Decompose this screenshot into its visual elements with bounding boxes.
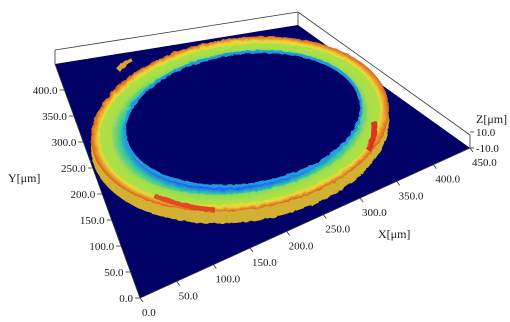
x-tick-1-mark bbox=[176, 281, 180, 286]
ring-peak-right bbox=[365, 121, 378, 152]
ring-surface bbox=[90, 36, 390, 224]
ring-mid-band bbox=[99, 43, 381, 205]
x-tick-9-label: 450.0 bbox=[472, 157, 497, 169]
x-tick-5-mark bbox=[323, 214, 327, 219]
x-tick-4-label: 200.0 bbox=[289, 240, 314, 252]
ring-hole bbox=[125, 52, 361, 186]
y-tick-8-label: 400.0 bbox=[33, 85, 58, 97]
x-tick-0-mark bbox=[139, 297, 144, 303]
x-tick-8-label: 400.0 bbox=[435, 174, 460, 186]
x-tick-4-mark bbox=[286, 231, 290, 236]
x-axis-line bbox=[139, 147, 471, 299]
y-axis-line bbox=[54, 63, 141, 299]
box-edge-back-left bbox=[54, 11, 299, 51]
ring-peak-front bbox=[154, 193, 216, 213]
axes bbox=[54, 63, 471, 299]
y-tick-2-label: 100.0 bbox=[89, 241, 114, 253]
x-tick-0-label: 0.0 bbox=[142, 307, 156, 319]
x-tick-1-label: 50.0 bbox=[179, 290, 199, 302]
y-tick-0-label: 0.0 bbox=[119, 293, 133, 305]
z-tick-0-label: 10.0 bbox=[476, 127, 496, 139]
plot-box bbox=[54, 11, 471, 148]
z-tick-1-label: -10.0 bbox=[476, 143, 499, 155]
x-tick-8-mark bbox=[433, 164, 437, 169]
x-tick-7-label: 350.0 bbox=[399, 190, 424, 202]
x-tick-6-label: 300.0 bbox=[362, 207, 387, 219]
x-tick-3-mark bbox=[249, 247, 254, 253]
y-tick-6-label: 300.0 bbox=[52, 137, 77, 149]
x-tick-6-mark bbox=[359, 197, 364, 203]
x-tick-3-label: 150.0 bbox=[252, 257, 277, 269]
y-tick-5-label: 250.0 bbox=[61, 163, 86, 175]
z-axis-title: Z[μm] bbox=[476, 112, 507, 126]
x-tick-7-mark bbox=[396, 181, 400, 186]
x-tick-9-mark bbox=[469, 147, 474, 153]
x-tick-5-label: 250.0 bbox=[325, 224, 350, 236]
y-tick-1-label: 50.0 bbox=[104, 267, 124, 279]
x-tick-2-mark bbox=[213, 264, 217, 269]
y-tick-4-label: 200.0 bbox=[70, 189, 95, 201]
ring-peak-back bbox=[116, 58, 133, 72]
x-axis-title: X[μm] bbox=[378, 227, 410, 241]
y-axis-title: Y[μm] bbox=[8, 171, 40, 185]
box-edge-back-right bbox=[297, 11, 471, 136]
ring-inner-edge bbox=[123, 50, 363, 188]
y-tick-3-label: 150.0 bbox=[80, 215, 105, 227]
y-tick-7-label: 350.0 bbox=[42, 111, 67, 123]
x-tick-2-label: 100.0 bbox=[215, 274, 240, 286]
